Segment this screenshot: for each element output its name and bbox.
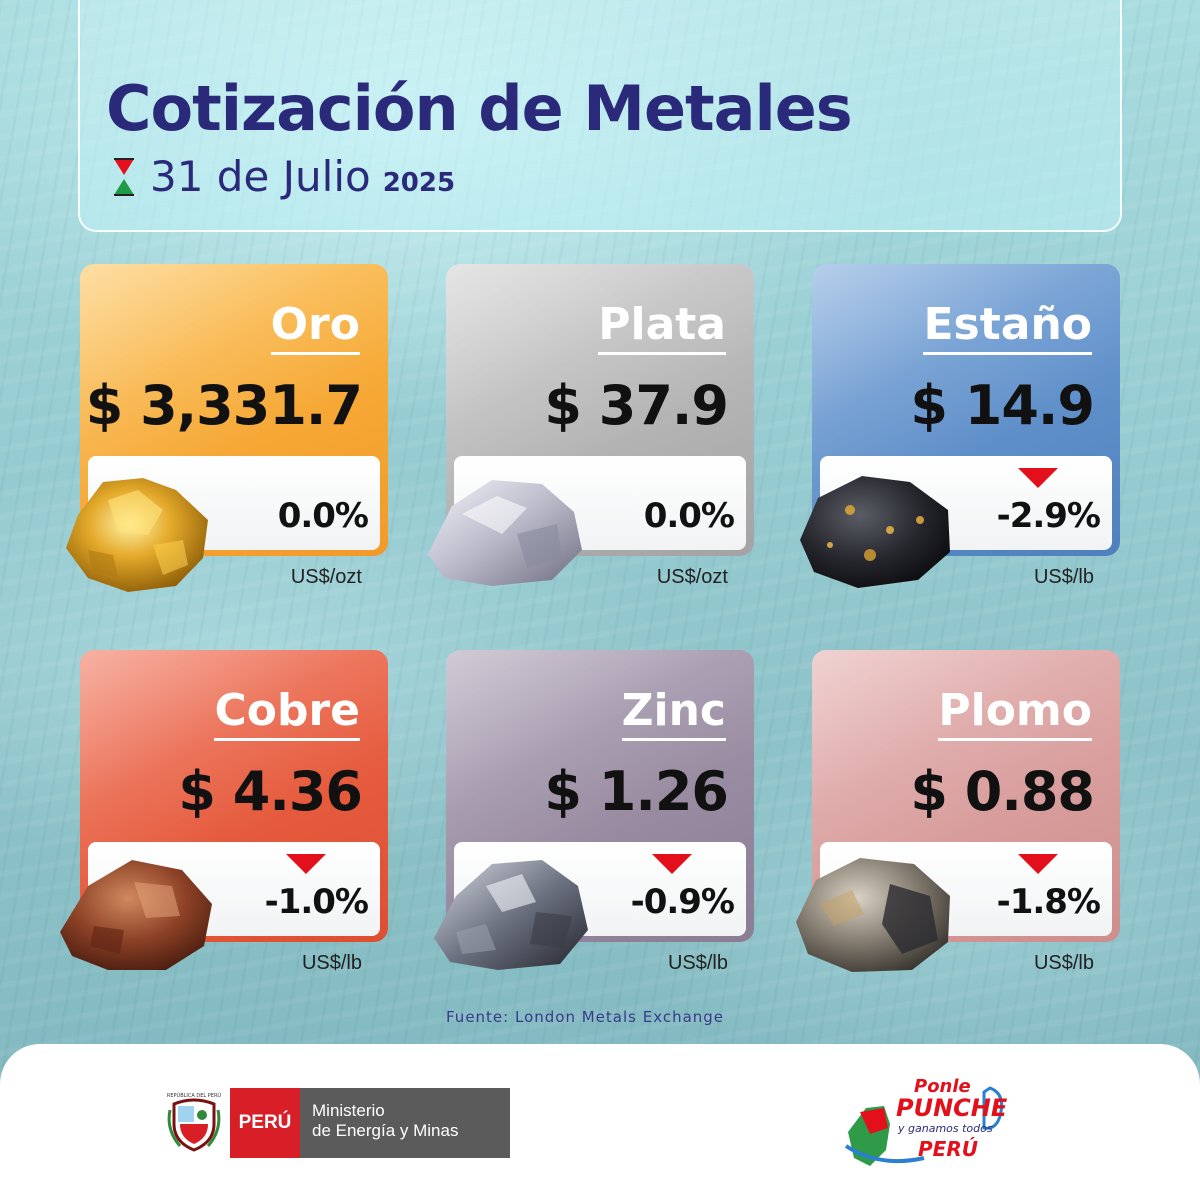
metal-card-plata: Plata $ 37.9 0.0% US$/ozt (428, 264, 754, 588)
svg-text:Ponle: Ponle (914, 1076, 971, 1097)
silver-rock-icon (428, 480, 582, 586)
ministry-line1: Ministerio (312, 1101, 385, 1120)
metal-card-plomo: Plomo $ 0.88 -1.8% US$/lb (796, 650, 1120, 974)
down-arrow-icon (1018, 468, 1058, 488)
page-title: Cotización de Metales (106, 72, 853, 145)
metal-price: $ 4.36 (178, 760, 363, 823)
hourglass-icon (114, 157, 134, 196)
down-arrow-icon (1018, 854, 1058, 874)
metal-price: $ 14.9 (910, 374, 1095, 437)
metal-card-oro: Oro $ 3,331.7 0.0% US$/ozt (66, 264, 388, 592)
metal-name: Zinc (621, 687, 726, 742)
lead-ore-icon (796, 858, 950, 972)
date-day-month: 31 de Julio (150, 152, 371, 201)
svg-text:REPÚBLICA DEL PERÚ: REPÚBLICA DEL PERÚ (167, 1092, 222, 1099)
metal-change: -0.9% (630, 882, 735, 922)
metal-unit: US$/lb (1033, 952, 1094, 974)
metal-name: Plata (598, 301, 726, 356)
metal-name: Oro (270, 301, 360, 356)
date-row: 31 de Julio 2025 (112, 152, 455, 201)
metal-price: $ 0.88 (910, 760, 1095, 823)
metal-change: 0.0% (277, 496, 369, 536)
metal-unit: US$/lb (301, 952, 362, 974)
svg-text:PUNCHE: PUNCHE (896, 1094, 1008, 1122)
metal-name: Plomo (938, 687, 1092, 742)
gold-nugget-icon (66, 478, 208, 592)
metal-change: -2.9% (996, 496, 1101, 536)
metal-change: -1.8% (996, 882, 1101, 922)
zinc-ore-icon (434, 860, 588, 970)
metal-change: -1.0% (264, 882, 369, 922)
header-card (78, 0, 1122, 232)
metal-name: Estaño (923, 301, 1092, 356)
date-year: 2025 (382, 168, 456, 198)
metal-unit: US$/lb (1033, 566, 1094, 588)
peru-logo: PERÚ (230, 1088, 300, 1158)
ministry-line2: de Energía y Minas (312, 1120, 459, 1140)
down-arrow-icon (652, 854, 692, 874)
metal-card-cobre: Cobre $ 4.36 -1.0% US$/lb (60, 650, 388, 974)
metal-name: Cobre (214, 687, 360, 742)
ponle-punche-logo-icon: Ponle PUNCHE y ganamos todos PERÚ (844, 1076, 1008, 1166)
down-arrow-icon (286, 854, 326, 874)
metal-card-estano: Estaño $ 14.9 -2.9% US$/lb (800, 264, 1120, 588)
metal-price: $ 3,331.7 (85, 374, 363, 437)
metal-change: 0.0% (643, 496, 735, 536)
peru-coat-of-arms-icon: REPÚBLICA DEL PERÚ (167, 1092, 222, 1152)
metal-price: $ 37.9 (544, 374, 729, 437)
copper-ore-icon (60, 860, 212, 970)
source-note: Fuente: London Metals Exchange (446, 1008, 725, 1026)
metal-unit: US$/ozt (656, 566, 728, 588)
svg-text:y ganamos todos: y ganamos todos (897, 1122, 993, 1135)
metal-unit: US$/ozt (290, 566, 362, 588)
svg-text:PERÚ: PERÚ (918, 1137, 978, 1161)
metal-price: $ 1.26 (544, 760, 729, 823)
ministry-logo: Ministerio de Energía y Minas (300, 1088, 510, 1158)
metal-unit: US$/lb (667, 952, 728, 974)
tin-ore-icon (800, 476, 950, 588)
metal-card-zinc: Zinc $ 1.26 -0.9% US$/lb (434, 650, 754, 974)
